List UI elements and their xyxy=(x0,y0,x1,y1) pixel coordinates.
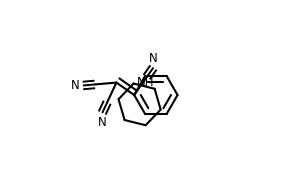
Text: N: N xyxy=(149,52,158,65)
Text: N: N xyxy=(98,116,107,129)
Text: N: N xyxy=(71,79,80,92)
Text: NH: NH xyxy=(136,76,154,89)
